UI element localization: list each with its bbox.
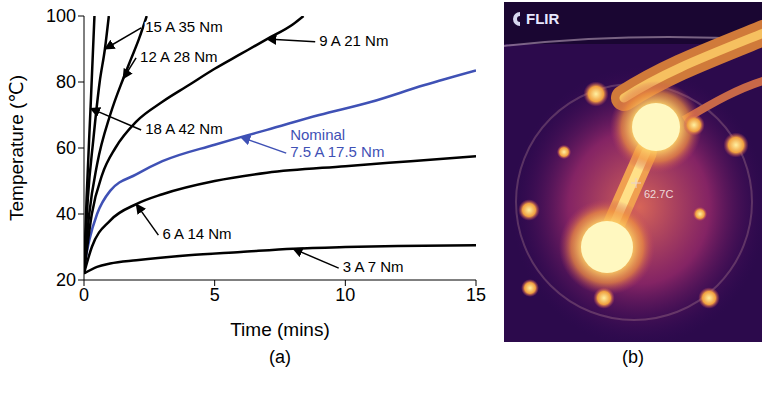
svg-text:Nominal: Nominal bbox=[290, 126, 345, 143]
html-text:(a): (a) bbox=[269, 347, 291, 367]
svg-text:62.7C: 62.7C bbox=[644, 188, 673, 200]
svg-text:15: 15 bbox=[466, 285, 486, 305]
svg-text:60: 60 bbox=[56, 138, 76, 158]
svg-text:Time (mins): Time (mins) bbox=[230, 319, 330, 340]
svg-text:3 A 7 Nm: 3 A 7 Nm bbox=[343, 258, 404, 275]
svg-text:12 A 28 Nm: 12 A 28 Nm bbox=[140, 48, 218, 65]
svg-text:FLIR: FLIR bbox=[526, 10, 559, 27]
svg-text:10: 10 bbox=[335, 285, 355, 305]
svg-text:100: 100 bbox=[46, 6, 76, 26]
svg-text:9 A 21 Nm: 9 A 21 Nm bbox=[319, 32, 388, 49]
svg-text:Temperature (℃): Temperature (℃) bbox=[6, 75, 27, 221]
svg-text:15 A 35 Nm: 15 A 35 Nm bbox=[145, 18, 223, 35]
svg-text:7.5 A 17.5 Nm: 7.5 A 17.5 Nm bbox=[290, 143, 384, 160]
svg-text:80: 80 bbox=[56, 72, 76, 92]
svg-text:0: 0 bbox=[79, 285, 89, 305]
html-text:(b): (b) bbox=[622, 347, 644, 367]
svg-text:40: 40 bbox=[56, 204, 76, 224]
svg-text:18 A 42 Nm: 18 A 42 Nm bbox=[145, 120, 223, 137]
svg-text:5: 5 bbox=[210, 285, 220, 305]
svg-text:20: 20 bbox=[56, 270, 76, 290]
svg-text:6 A 14 Nm: 6 A 14 Nm bbox=[162, 225, 231, 242]
